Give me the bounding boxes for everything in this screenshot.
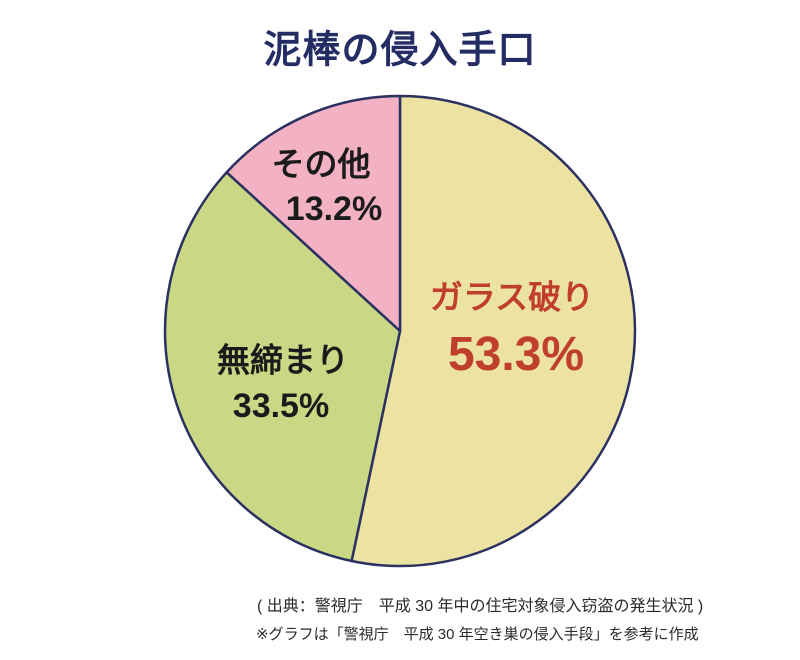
pie-slice-other <box>225 94 402 333</box>
slice-value-glass-breaking: 53.3% <box>447 328 585 381</box>
pie-slice-glass-breaking <box>350 94 637 568</box>
slice-label-unlocked: 無締まり <box>217 341 349 379</box>
slice-value-other: 13.2% <box>285 190 383 228</box>
slice-value-unlocked: 33.5% <box>232 387 330 425</box>
slice-label-glass-breaking: ガラス破り <box>429 278 595 316</box>
pie-slice-unlocked <box>163 171 402 563</box>
source-note: ※グラフは「警視庁 平成 30 年空き巣の侵入手段」を参考に作成 <box>256 626 699 643</box>
slice-label-other: その他 <box>271 145 371 183</box>
source-citation: ( 出典：警視庁 平成 30 年中の住宅対象侵入窃盗の発生状況 ) <box>257 598 704 615</box>
chart-title: 泥棒の侵入手口 <box>263 29 537 72</box>
